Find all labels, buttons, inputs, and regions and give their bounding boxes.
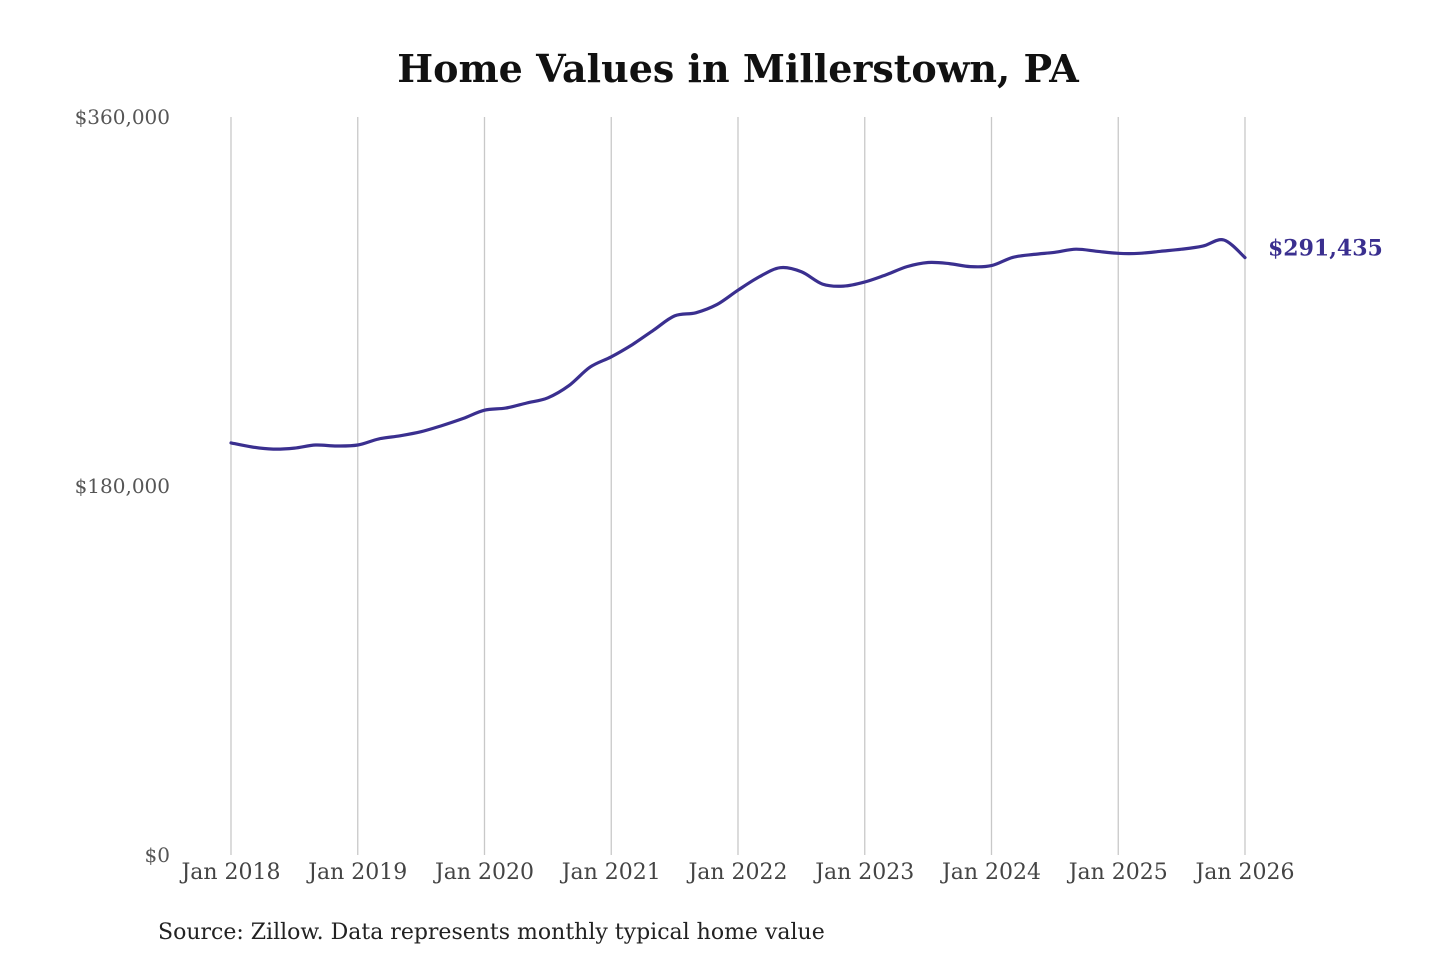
series-line-home-value [229, 238, 1247, 451]
end-value-label: $291,435 [1268, 236, 1383, 262]
y-tick-label: $180,000 [75, 474, 170, 498]
x-tick-label: Jan 2025 [1067, 860, 1168, 885]
x-tick-label: Jan 2022 [686, 860, 787, 885]
x-tick-label: Jan 2018 [179, 860, 280, 885]
x-tick-label: Jan 2019 [306, 860, 407, 885]
x-axis-ticks: Jan 2018 Jan 2019 Jan 2020 Jan 2021 Jan 2022… [179, 860, 1294, 885]
source-note: Source: Zillow. Data represents monthly … [158, 920, 825, 945]
x-tick-label: Jan 2024 [940, 860, 1041, 885]
x-tick-label: Jan 2023 [813, 860, 914, 885]
x-tick-label: Jan 2021 [560, 860, 661, 885]
x-tick-label: Jan 2026 [1193, 860, 1294, 885]
y-tick-label: $360,000 [75, 105, 170, 129]
y-axis-ticks: $0 $180,000 $360,000 [75, 105, 170, 867]
y-tick-label: $0 [145, 843, 170, 867]
chart-title: Home Values in Millerstown, PA [397, 46, 1079, 91]
x-tick-label: Jan 2020 [433, 860, 534, 885]
grid-lines [230, 117, 1246, 855]
